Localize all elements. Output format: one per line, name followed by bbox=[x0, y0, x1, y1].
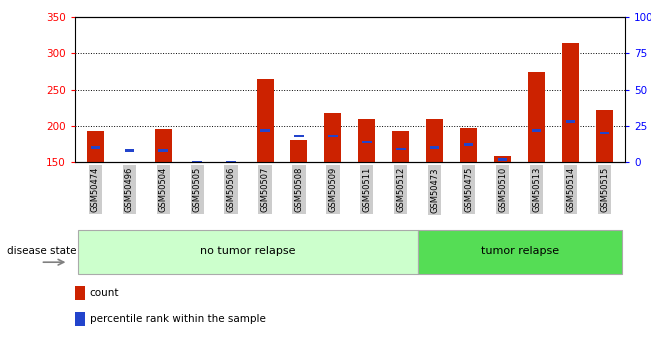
Bar bbox=[158, 149, 168, 152]
Bar bbox=[498, 158, 507, 160]
Bar bbox=[294, 135, 303, 137]
Text: no tumor relapse: no tumor relapse bbox=[201, 246, 296, 256]
Bar bbox=[75, 286, 85, 300]
Bar bbox=[328, 135, 338, 137]
Text: count: count bbox=[90, 288, 119, 298]
Bar bbox=[87, 131, 104, 162]
Bar bbox=[396, 148, 406, 150]
Bar bbox=[256, 79, 273, 162]
Bar bbox=[528, 71, 545, 162]
Bar bbox=[596, 110, 613, 162]
Bar bbox=[227, 161, 236, 164]
Text: tumor relapse: tumor relapse bbox=[480, 246, 559, 256]
Bar bbox=[75, 312, 85, 326]
Bar bbox=[566, 120, 575, 123]
Bar bbox=[562, 43, 579, 162]
Bar bbox=[494, 156, 511, 162]
Bar bbox=[260, 129, 270, 131]
Bar bbox=[324, 113, 341, 162]
Bar bbox=[426, 119, 443, 162]
Bar bbox=[193, 161, 202, 164]
Bar bbox=[460, 128, 477, 162]
FancyBboxPatch shape bbox=[78, 230, 418, 274]
Bar bbox=[290, 140, 307, 162]
Bar bbox=[464, 144, 473, 146]
Text: percentile rank within the sample: percentile rank within the sample bbox=[90, 314, 266, 324]
Bar bbox=[393, 131, 409, 162]
FancyBboxPatch shape bbox=[418, 230, 622, 274]
Bar bbox=[90, 146, 100, 149]
Bar bbox=[430, 146, 439, 149]
Bar bbox=[532, 129, 542, 131]
Text: disease state: disease state bbox=[7, 246, 76, 256]
Bar bbox=[155, 129, 172, 162]
Bar bbox=[359, 119, 376, 162]
Bar bbox=[600, 132, 609, 135]
Bar bbox=[362, 141, 372, 143]
Bar bbox=[124, 149, 134, 152]
